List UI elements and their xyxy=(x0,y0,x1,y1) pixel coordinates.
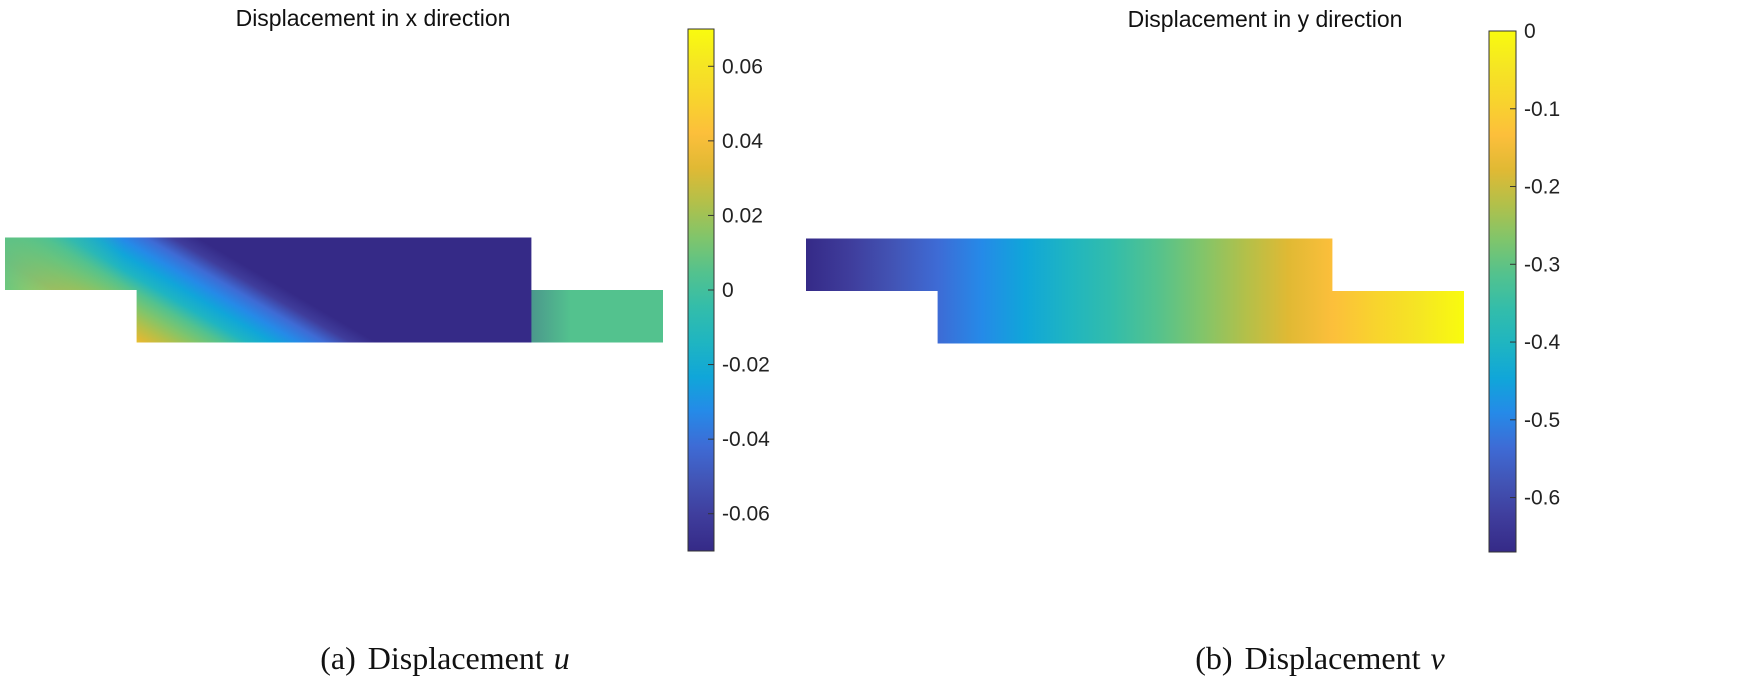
colorbar-tick-label: 0.06 xyxy=(722,55,763,78)
panel-a-caption-word: Displacement xyxy=(368,640,544,676)
panel-a-caption: (a) Displacement u xyxy=(320,640,569,676)
colorbar-tick-label: -0.6 xyxy=(1524,487,1560,510)
upper-block xyxy=(806,238,1333,291)
panel-a-colorbar: 0.06 0.04 0.02 0 -0.02 -0.04 -0.06 xyxy=(687,28,770,552)
colorbar-tick-label: -0.06 xyxy=(722,503,770,526)
panel-b-field xyxy=(806,238,1464,344)
colorbar-tick-label: -0.04 xyxy=(722,428,770,451)
panel-a-title: Displacement in x direction xyxy=(236,5,511,31)
colorbar-tick-label: -0.3 xyxy=(1524,253,1560,276)
panel-b: Displacement in y direction 0 -0.1 -0.2 -0.… xyxy=(806,6,1561,676)
panel-b-tag: (b) xyxy=(1195,640,1232,676)
colorbar-tick-label: -0.4 xyxy=(1524,331,1561,354)
colorbar-tick-label: -0.5 xyxy=(1524,409,1560,432)
panel-b-caption: (b) Displacement v xyxy=(1195,640,1445,676)
left-end-region xyxy=(5,237,137,290)
right-end-region xyxy=(531,290,663,343)
panel-a-field xyxy=(5,237,664,343)
panel-b-caption-symbol: v xyxy=(1431,640,1446,676)
colorbar-tick-label: 0 xyxy=(1524,20,1536,43)
lower-block xyxy=(937,291,1464,344)
panel-b-colorbar: 0 -0.1 -0.2 -0.3 -0.4 -0.5 -0.6 xyxy=(1488,20,1561,553)
colorbar-tick-label: -0.2 xyxy=(1524,176,1560,199)
colorbar-tick-label: 0.02 xyxy=(722,204,763,227)
panel-b-title: Displacement in y direction xyxy=(1128,6,1403,32)
colorbar-tick-label: 0 xyxy=(722,279,734,302)
colorbar-tick-label: 0.04 xyxy=(722,130,763,153)
colorbar-scale xyxy=(1488,30,1517,553)
panel-a-tag: (a) xyxy=(320,640,356,676)
colorbar-tick-label: -0.1 xyxy=(1524,98,1560,121)
colorbar-tick-label: -0.02 xyxy=(722,354,770,377)
panel-a: Displacement in x direction 0.06 0.04 0.02… xyxy=(5,5,770,676)
panel-a-caption-symbol: u xyxy=(554,640,570,676)
panel-b-caption-word: Displacement xyxy=(1245,640,1421,676)
